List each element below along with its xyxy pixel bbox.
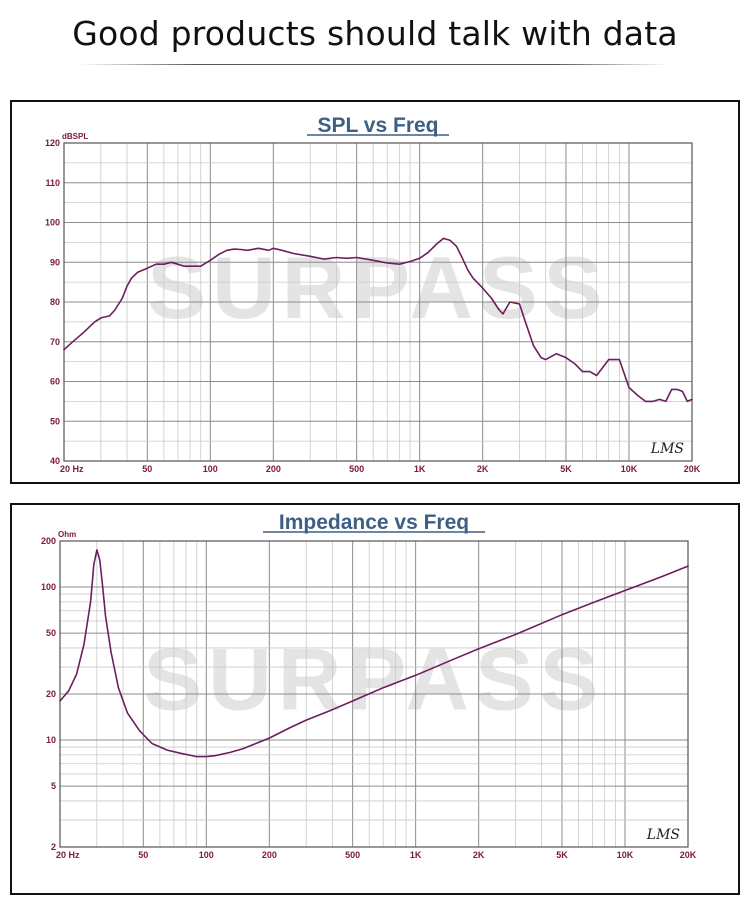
impedance-x-tick-label: 1K — [410, 850, 422, 860]
spl-lms-signature: LMS — [650, 441, 684, 457]
spl-y-tick-label: 90 — [50, 257, 60, 267]
impedance-y-tick-label: 100 — [41, 582, 56, 592]
spl-y-tick-label: 60 — [50, 377, 60, 387]
headline-divider — [80, 64, 670, 65]
spl-x-tick-label: 2K — [477, 464, 489, 474]
impedance-chart-title: Impedance vs Freq — [279, 511, 469, 534]
impedance-grid — [59, 540, 689, 848]
impedance-y-tick-label: 50 — [46, 628, 56, 638]
spl-y-tick-label: 40 — [50, 456, 60, 466]
spl-plot-frame — [63, 142, 693, 462]
impedance-x-tick-label: 200 — [262, 850, 277, 860]
spl-chart: SPL vs Freq SURPASS 20 Hz 50 100 200 500 1K 2K 5… — [45, 114, 701, 474]
spl-chart-panel: SPL vs Freq SURPASS 20 Hz 50 100 200 500 1K 2K 5… — [10, 100, 740, 484]
spl-x-tick-label: 1K — [414, 464, 426, 474]
spl-y-tick-label: 70 — [50, 337, 60, 347]
impedance-x-tick-label: 2K — [473, 850, 485, 860]
spl-x-tick-label: 500 — [349, 464, 364, 474]
impedance-plot-frame — [59, 540, 689, 848]
spl-y-tick-label: 80 — [50, 297, 60, 307]
spl-y-tick-label: 100 — [45, 218, 60, 228]
spl-x-tick-label: 10K — [621, 464, 638, 474]
impedance-chart-panel: Impedance vs Freq SURPASS 20 Hz 50 100 200 50… — [10, 503, 740, 895]
spl-x-tick-label: 50 — [142, 464, 152, 474]
impedance-y-tick-label: 2 — [51, 842, 56, 852]
impedance-x-tick-label: 20 Hz — [56, 850, 80, 860]
impedance-y-tick-label: 10 — [46, 735, 56, 745]
impedance-y-tick-label: 5 — [51, 781, 56, 791]
impedance-x-tick-label: 5K — [556, 850, 568, 860]
impedance-series-line — [59, 549, 689, 758]
spl-y-axis-label: dBSPL — [62, 132, 88, 141]
impedance-watermark: SURPASS — [144, 629, 605, 728]
spl-y-tick-label: 50 — [50, 416, 60, 426]
spl-grid — [63, 142, 693, 462]
impedance-x-tick-label: 20K — [680, 850, 697, 860]
spl-x-tick-label: 20K — [684, 464, 701, 474]
impedance-x-tick-label: 10K — [617, 850, 634, 860]
impedance-chart: Impedance vs Freq SURPASS 20 Hz 50 100 200 50… — [41, 511, 697, 860]
spl-y-tick-label: 110 — [45, 178, 60, 188]
impedance-x-tick-label: 50 — [138, 850, 148, 860]
impedance-y-tick-label: 20 — [46, 689, 56, 699]
spl-x-tick-label: 200 — [266, 464, 281, 474]
spl-watermark: SURPASS — [148, 238, 609, 337]
impedance-y-tick-label: 200 — [41, 536, 56, 546]
page-headline: Good products should talk with data — [72, 14, 678, 53]
impedance-y-axis-label: Ohm — [58, 530, 76, 539]
impedance-x-tick-label: 100 — [199, 850, 214, 860]
spl-chart-title: SPL vs Freq — [318, 114, 439, 137]
impedance-lms-signature: LMS — [646, 827, 680, 843]
spl-series-line — [63, 237, 693, 403]
impedance-x-tick-label: 500 — [345, 850, 360, 860]
spl-x-tick-label: 5K — [560, 464, 572, 474]
spl-x-tick-label: 20 Hz — [60, 464, 84, 474]
spl-y-tick-label: 120 — [45, 138, 60, 148]
spl-x-tick-label: 100 — [203, 464, 218, 474]
